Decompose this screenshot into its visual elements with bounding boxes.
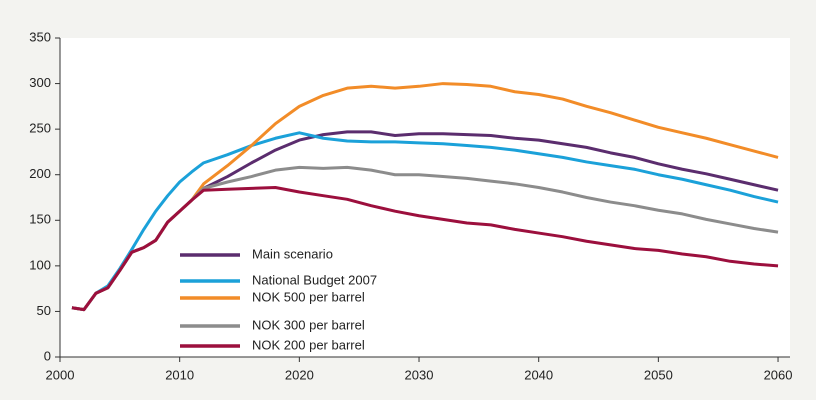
y-tick-label: 100 [29,257,51,272]
plot-area [60,38,790,357]
x-tick-label: 2020 [285,367,314,382]
x-tick-label: 2000 [46,367,75,382]
y-tick-label: 300 [29,75,51,90]
legend-label: National Budget 2007 [252,272,377,287]
y-tick-label: 350 [29,29,51,44]
y-tick-label: 150 [29,212,51,227]
series-line [71,185,779,312]
x-tick-label: 2050 [644,367,673,382]
x-tick-label: 2040 [524,367,553,382]
x-tick-label: 2060 [764,367,793,382]
y-tick-label: 0 [44,348,51,363]
legend-label: Main scenario [252,246,333,261]
y-tick-label: 200 [29,166,51,181]
y-tick-label: 50 [37,303,51,318]
y-tick-label: 250 [29,121,51,136]
x-tick-label: 2030 [405,367,434,382]
series-line [71,131,779,312]
legend-label: NOK 300 per barrel [252,317,365,332]
legend-label: NOK 500 per barrel [252,289,365,304]
x-tick-label: 2010 [165,367,194,382]
legend-label: NOK 200 per barrel [252,337,365,352]
